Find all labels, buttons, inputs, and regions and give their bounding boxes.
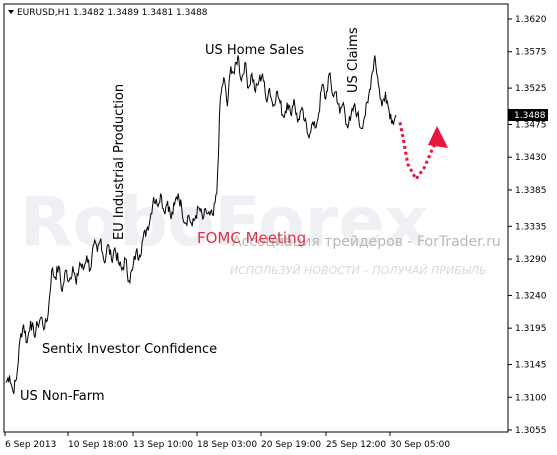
x-tick-label: 18 Sep 03:00 (197, 440, 257, 450)
x-tick-label: 25 Sep 12:00 (326, 440, 386, 450)
y-tick-label: 1.3145 (515, 361, 547, 371)
symbol-header: EURUSD,H1 1.3482 1.3489 1.3481 1.3488 (17, 8, 208, 18)
dropdown-triangle-icon[interactable] (8, 10, 14, 14)
annotation-fomc: FOMC Meeting (197, 229, 306, 247)
x-tick-label: 6 Sep 2013 (5, 440, 56, 450)
annotation-sentix: Sentix Investor Confidence (42, 342, 217, 357)
x-tick-label: 30 Sep 05:00 (390, 440, 450, 450)
y-tick-label: 1.3575 (515, 48, 547, 58)
annotation-us-nonfarm: US Non-Farm (20, 389, 105, 404)
watermark-brand: RoboForex (20, 183, 428, 262)
y-tick-label: 1.3620 (515, 15, 547, 25)
y-tick-label: 1.3195 (515, 324, 547, 334)
price-axis-ticks: 1.3620 1.3575 1.3525 1.3475 1.3430 1.3385 1.33… (508, 15, 547, 436)
y-tick-label: 1.3290 (515, 255, 547, 265)
y-tick-label: 1.3475 (515, 120, 547, 130)
y-tick-label: 1.3055 (515, 426, 547, 436)
current-price-box (508, 109, 548, 121)
y-tick-label: 1.3385 (515, 186, 547, 196)
watermark-site: Ассоциация трейдеров - ForTrader.ru (232, 234, 501, 250)
y-tick-label: 1.3335 (515, 222, 547, 232)
time-axis-ticks: 6 Sep 2013 10 Sep 18:00 13 Sep 10:00 18 Sep… (4, 432, 450, 450)
current-price-label: 1.3488 (514, 111, 546, 121)
forecast-arrow-icon (428, 126, 448, 148)
forecast-dotted-line (398, 122, 442, 182)
y-tick-label: 1.3240 (515, 291, 547, 301)
y-tick-label: 1.3100 (515, 393, 547, 403)
y-tick-label: 1.3430 (515, 153, 547, 163)
y-tick-label: 1.3525 (515, 84, 547, 94)
watermark: RoboForex Ассоциация трейдеров - ForTrad… (20, 183, 501, 277)
x-tick-label: 20 Sep 19:00 (261, 440, 321, 450)
annotation-us-home-sales: US Home Sales (205, 43, 304, 58)
price-series-line (5, 55, 397, 395)
x-tick-label: 13 Sep 10:00 (133, 440, 193, 450)
plot-frame (3, 3, 509, 433)
watermark-tagline: ИСПОЛЬЗУЙ НОВОСТИ – ПОЛУЧАЙ ПРИБЫЛЬ (230, 264, 487, 277)
x-tick-label: 10 Sep 18:00 (68, 440, 128, 450)
annotation-eu-industrial: EU Industrial Production (112, 84, 127, 240)
annotation-us-claims: US Claims (346, 27, 361, 93)
